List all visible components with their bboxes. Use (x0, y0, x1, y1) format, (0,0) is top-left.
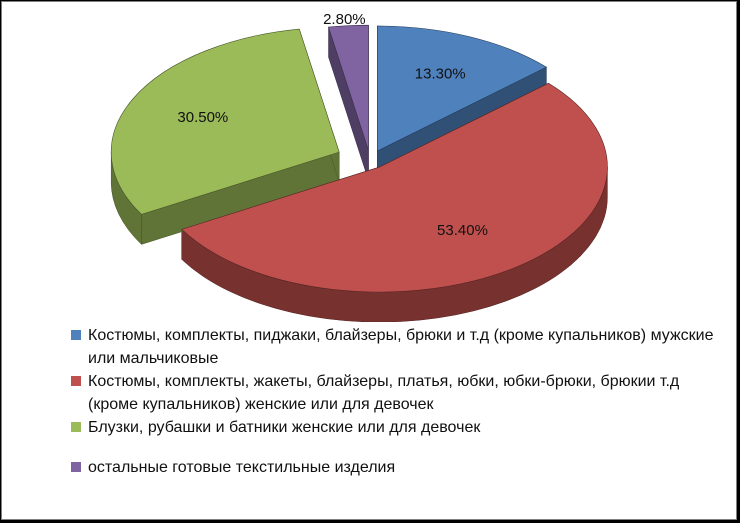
legend-item-men: Костюмы, комплекты, пиджаки, блайзеры, б… (68, 324, 728, 370)
slice-men (377, 25, 548, 152)
legend-item-label: Костюмы, комплекты, жакеты, блайзеры, пл… (88, 373, 680, 413)
pie-slices (110, 24, 608, 293)
slice-other (328, 24, 369, 151)
legend: Костюмы, комплекты, пиджаки, блайзеры, б… (68, 324, 728, 479)
legend-item-label: Блузки, рубашки и батники женские или дл… (88, 419, 481, 436)
slice-blouses (110, 28, 340, 215)
label-13-30: 13.30% (415, 65, 466, 82)
legend-swatch-red (71, 376, 81, 386)
legend-swatch-green (71, 422, 81, 432)
label-2-80: 2.80% (323, 11, 366, 28)
legend-swatch-blue (71, 330, 81, 340)
pie-chart: 13.30% 53.40% 30.50% 2.80% (110, 11, 608, 322)
slice-women (181, 82, 608, 293)
legend-swatch-purple (71, 462, 81, 472)
label-30-50: 30.50% (177, 109, 228, 126)
pie-data-labels: 13.30% 53.40% 30.50% 2.80% (177, 11, 488, 239)
legend-item-label: Костюмы, комплекты, пиджаки, блайзеры, б… (88, 327, 714, 367)
label-53-40: 53.40% (437, 222, 488, 239)
legend-item-label: остальные готовые текстильные изделия (88, 459, 396, 476)
legend-item-blouses: Блузки, рубашки и батники женские или дл… (68, 416, 728, 439)
legend-item-other: остальные готовые текстильные изделия (68, 456, 728, 479)
legend-item-women: Костюмы, комплекты, жакеты, блайзеры, пл… (68, 370, 728, 416)
